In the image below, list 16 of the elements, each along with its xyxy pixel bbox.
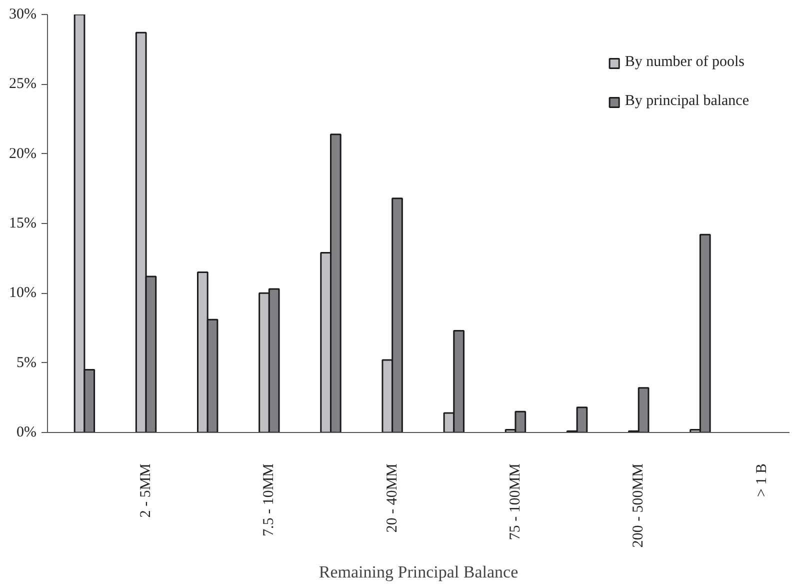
y-tick-label: 25%: [9, 76, 37, 92]
x-axis-title: Remaining Principal Balance: [318, 562, 518, 582]
x-tick-label: 7.5 - 10MM: [261, 464, 278, 536]
legend-label: By principal balance: [624, 93, 749, 110]
legend-label: By number of pools: [624, 54, 744, 71]
x-tick-label: 75 - 100MM: [507, 464, 524, 540]
y-tick-label: 20%: [9, 146, 37, 162]
x-tick-label: 200 - 500MM: [630, 464, 647, 548]
y-tick-label: 15%: [9, 216, 37, 232]
x-tick-label: 20 - 40MM: [384, 464, 400, 533]
y-tick-label: 10%: [9, 285, 37, 302]
y-tick-label: 5%: [16, 354, 37, 371]
x-tick-label: 2 - 5MM: [138, 464, 154, 518]
y-tick-label: 0%: [16, 424, 37, 440]
y-tick-label: 30%: [9, 6, 37, 22]
x-tick-label: > 1 B: [754, 463, 770, 497]
